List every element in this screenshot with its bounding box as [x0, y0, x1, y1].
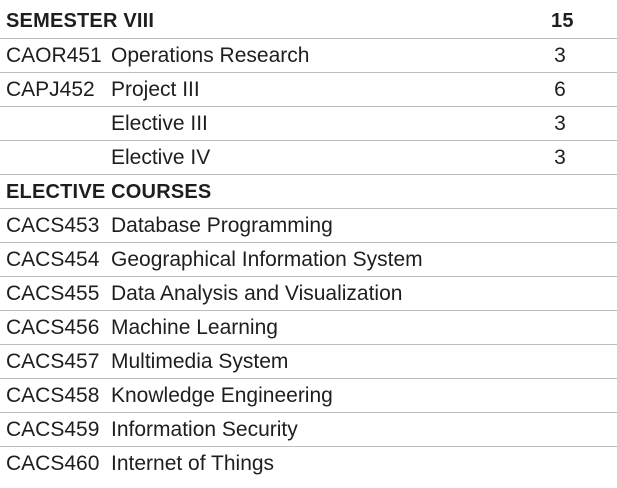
course-title: Information Security [111, 418, 298, 441]
table-row: CACS459 Information Security [0, 413, 617, 447]
course-title: Machine Learning [111, 316, 278, 339]
electives-header-row: ELECTIVE COURSES [0, 175, 617, 209]
semester-header-row: SEMESTER VIII 15 [0, 0, 617, 39]
course-title: Internet of Things [111, 452, 275, 475]
table-row: CACS455 Data Analysis and Visualization [0, 277, 617, 311]
course-credits: 3 [554, 146, 566, 169]
course-title: Multimedia System [111, 350, 289, 373]
table-row: CACS453 Database Programming [0, 209, 617, 243]
table-row: CACS456 Machine Learning [0, 311, 617, 345]
course-title: Geographical Information System [111, 248, 423, 271]
table-row: CAPJ452 Project III 6 [0, 73, 617, 107]
table-row: CACS454 Geographical Information System [0, 243, 617, 277]
course-code: CACS460 [6, 452, 100, 475]
table-row: CAOR451 Operations Research 3 [0, 39, 617, 73]
semester-total-credits: 15 [551, 10, 574, 32]
course-code: CACS454 [6, 248, 100, 271]
course-title: Project III [111, 78, 200, 101]
electives-heading: ELECTIVE COURSES [6, 181, 212, 203]
table-row: CACS458 Knowledge Engineering [0, 379, 617, 413]
course-title: Elective III [111, 112, 208, 135]
course-title: Knowledge Engineering [111, 384, 333, 407]
course-credits: 3 [554, 44, 566, 67]
course-credits: 3 [554, 112, 566, 135]
table-row: CACS460 Internet of Things [0, 447, 617, 481]
course-code: CACS457 [6, 350, 100, 373]
semester-heading: SEMESTER VIII [6, 10, 155, 32]
course-code: CACS456 [6, 316, 100, 339]
course-code: CACS453 [6, 214, 100, 237]
course-title: Elective IV [111, 146, 211, 169]
course-code: CAPJ452 [6, 78, 95, 101]
table-row: Elective III 3 [0, 107, 617, 141]
course-credits: 6 [554, 78, 566, 101]
course-code: CAOR451 [6, 44, 102, 67]
course-title: Operations Research [111, 44, 310, 67]
course-code: CACS455 [6, 282, 100, 305]
course-title: Database Programming [111, 214, 333, 237]
table-row: CACS457 Multimedia System [0, 345, 617, 379]
course-code: CACS458 [6, 384, 100, 407]
course-code: CACS459 [6, 418, 100, 441]
course-title: Data Analysis and Visualization [111, 282, 403, 305]
table-row: Elective IV 3 [0, 141, 617, 175]
